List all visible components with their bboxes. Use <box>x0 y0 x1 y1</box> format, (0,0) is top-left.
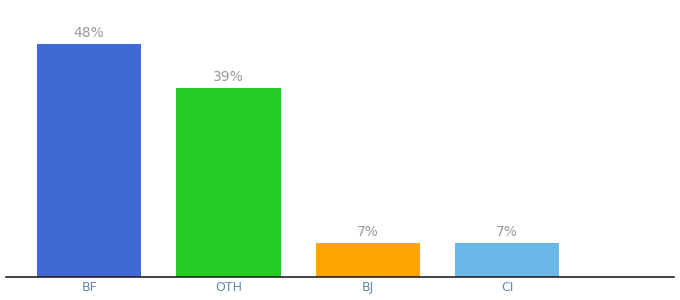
Bar <box>37 44 141 277</box>
Text: 39%: 39% <box>213 70 244 84</box>
Text: 48%: 48% <box>74 26 105 40</box>
Text: 7%: 7% <box>496 225 518 239</box>
Bar <box>316 243 420 277</box>
Bar <box>176 88 281 277</box>
Bar <box>455 243 560 277</box>
Text: 7%: 7% <box>357 225 379 239</box>
